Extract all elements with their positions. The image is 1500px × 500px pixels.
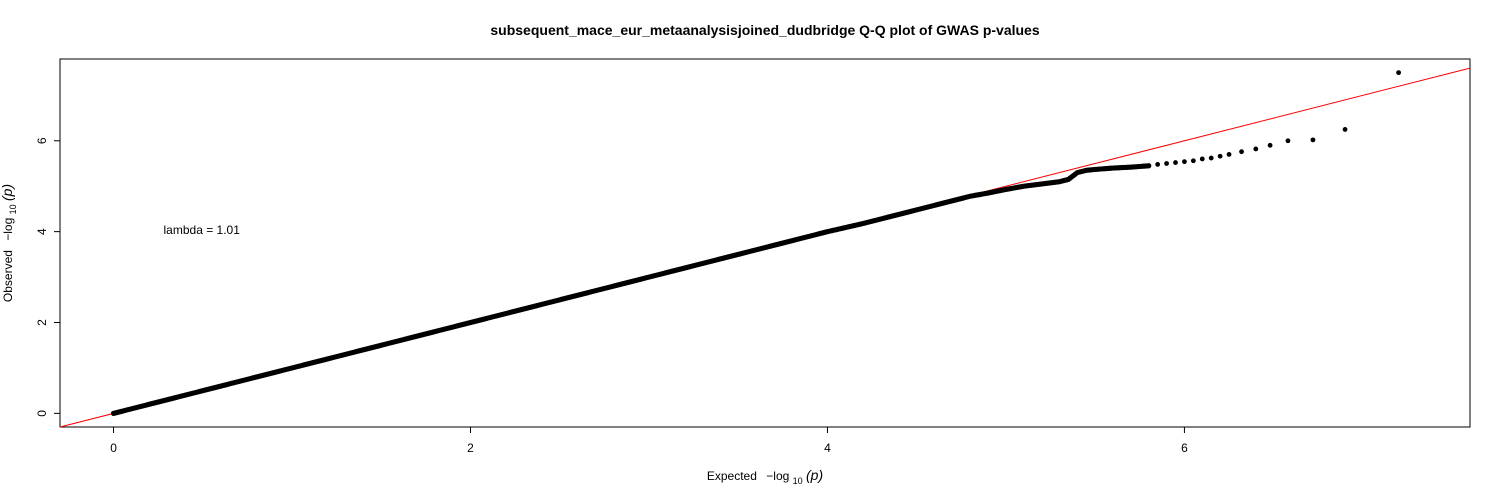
plot-area bbox=[59, 58, 1471, 428]
y-axis-label: Observed −log 10 (p) bbox=[0, 184, 19, 302]
y-axis-label-arg: (p) bbox=[0, 184, 15, 201]
x-axis-label: Expected −log 10 (p) bbox=[707, 467, 823, 487]
x-tick-label: 6 bbox=[1181, 441, 1188, 455]
tail-point bbox=[1199, 156, 1205, 162]
y-axis-label-expr: −log bbox=[1, 218, 15, 241]
x-tick-label: 0 bbox=[110, 441, 117, 455]
y-axis: 0 2 4 6 bbox=[35, 137, 60, 417]
tail-point bbox=[1190, 158, 1196, 164]
tail-point bbox=[1208, 155, 1214, 161]
tail-point bbox=[1155, 162, 1161, 167]
x-tick-label: 4 bbox=[824, 441, 831, 455]
tail-point bbox=[1342, 127, 1348, 132]
y-tick-label: 2 bbox=[35, 319, 49, 326]
y-tick-label: 6 bbox=[35, 137, 49, 144]
x-tick-label: 2 bbox=[467, 441, 474, 455]
y-tick-label: 0 bbox=[35, 410, 49, 417]
tail-point bbox=[1173, 160, 1178, 165]
x-axis: 0 2 4 6 bbox=[110, 427, 1188, 455]
tail-point bbox=[1310, 137, 1316, 143]
tail-point bbox=[1396, 70, 1402, 76]
observed-points-series bbox=[110, 163, 1152, 416]
x-axis-label-prefix: Expected bbox=[707, 469, 757, 483]
tail-point bbox=[1182, 159, 1187, 165]
x-axis-label-sub: 10 bbox=[793, 476, 803, 486]
tail-point bbox=[1217, 153, 1223, 159]
plot-frame bbox=[59, 58, 1471, 428]
y-axis-label-sub: 10 bbox=[8, 204, 18, 214]
chart-title: subsequent_mace_eur_metaanalysisjoined_d… bbox=[490, 22, 1039, 38]
data-point bbox=[1146, 163, 1152, 169]
tail-points bbox=[1155, 70, 1402, 167]
tail-point bbox=[1164, 161, 1169, 166]
y-axis-label-prefix: Observed bbox=[1, 250, 15, 302]
tail-point bbox=[1226, 152, 1232, 157]
x-axis-label-arg: (p) bbox=[806, 467, 823, 483]
lambda-annotation: lambda = 1.01 bbox=[164, 223, 241, 237]
tail-point bbox=[1267, 142, 1273, 148]
y-tick-label: 4 bbox=[35, 228, 49, 235]
tail-point bbox=[1285, 138, 1291, 144]
tail-point bbox=[1239, 149, 1244, 155]
x-axis-label-expr: −log bbox=[766, 469, 789, 483]
tail-point bbox=[1253, 146, 1259, 152]
